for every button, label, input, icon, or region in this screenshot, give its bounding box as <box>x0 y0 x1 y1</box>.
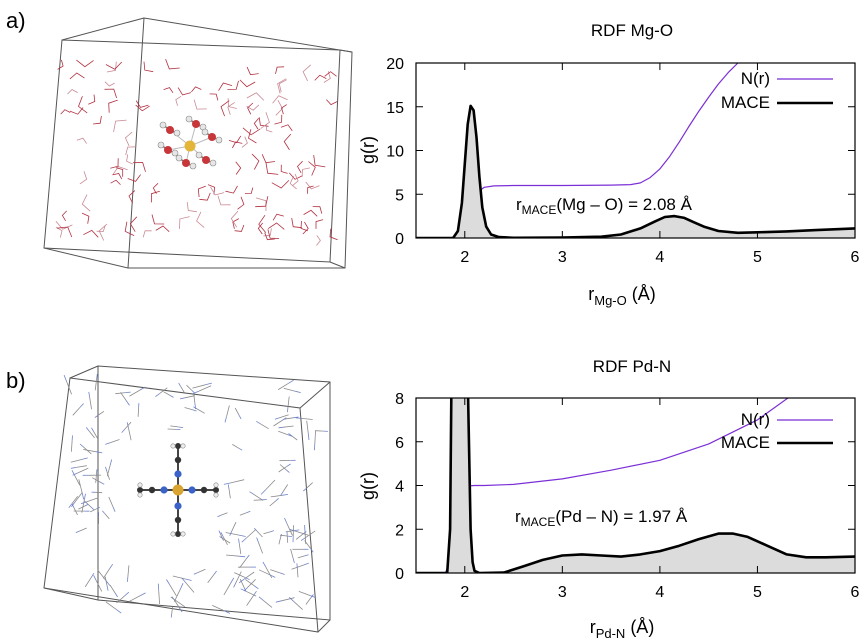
acetonitrile-molecules <box>63 373 328 618</box>
y-axis-label: g(r) <box>358 472 378 500</box>
x-tick-label: 2 <box>460 584 469 601</box>
x-axis-label: rPd-N (Å) <box>590 617 655 641</box>
y-tick-label: 4 <box>395 479 404 496</box>
legend: N(r) MACE <box>721 410 833 452</box>
y-tick-label: 0 <box>395 566 404 583</box>
chart-title: RDF Mg-O <box>591 21 673 40</box>
panel-label-b: b) <box>6 368 26 393</box>
water-molecules <box>55 58 338 246</box>
rdf-chart-mg-o: RDF Mg-O 2 3 4 5 6 0 5 10 15 20 g(r) rMg-O (Å) N(… <box>358 21 860 308</box>
pd-tetra-complex <box>137 443 219 537</box>
simulation-box-pd <box>43 365 331 633</box>
chart-title: RDF Pd-N <box>593 357 671 376</box>
x-tick-label: 3 <box>558 584 567 601</box>
mg-hexahydrate-complex <box>157 115 223 170</box>
bond-length-annotation: rMACE(Mg – O) = 2.08 Å <box>516 195 693 217</box>
legend-label-nr: N(r) <box>741 69 770 88</box>
y-tick-label: 20 <box>386 56 404 73</box>
series-area-mace <box>416 398 855 573</box>
legend-label-mace: MACE <box>721 93 770 112</box>
series-line-n-r- <box>416 398 789 573</box>
x-axis-label: rMg-O (Å) <box>588 284 656 308</box>
x-tick-label: 4 <box>655 249 664 266</box>
x-tick-label: 5 <box>753 584 762 601</box>
x-tick-label: 2 <box>460 249 469 266</box>
y-axis-label: g(r) <box>358 136 378 164</box>
series-area-mace <box>416 105 855 238</box>
rdf-chart-pd-n: RDF Pd-N 2 3 4 5 6 0 2 4 6 8 g(r) rPd-N (Å) N(r) … <box>358 357 860 641</box>
x-tick-label: 4 <box>655 584 664 601</box>
legend: N(r) MACE <box>721 69 833 112</box>
y-tick-label: 15 <box>386 100 404 117</box>
x-tick-label: 6 <box>851 249 860 266</box>
y-tick-label: 0 <box>395 231 404 248</box>
y-tick-label: 5 <box>395 187 404 204</box>
y-tick-label: 10 <box>386 144 404 161</box>
legend-label-mace: MACE <box>721 433 770 452</box>
series-line-mace <box>416 398 855 573</box>
y-tick-label: 8 <box>395 391 404 408</box>
x-tick-label: 5 <box>753 249 762 266</box>
x-tick-label: 3 <box>558 249 567 266</box>
x-tick-label: 6 <box>851 584 860 601</box>
panel-label-a: a) <box>6 8 26 33</box>
simulation-box-mg <box>43 17 353 269</box>
y-tick-label: 6 <box>395 435 404 452</box>
y-tick-label: 2 <box>395 522 404 539</box>
legend-label-nr: N(r) <box>741 410 770 429</box>
bond-length-annotation: rMACE(Pd – N) = 1.97 Å <box>515 507 688 529</box>
